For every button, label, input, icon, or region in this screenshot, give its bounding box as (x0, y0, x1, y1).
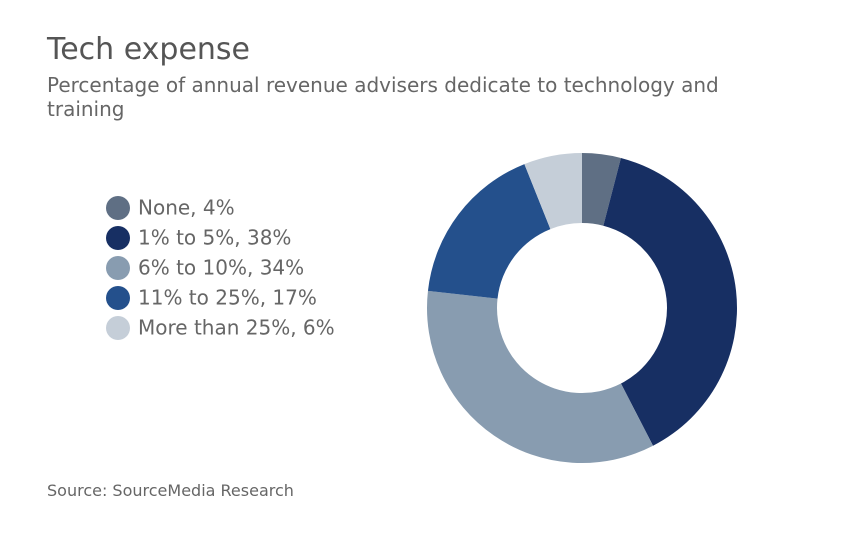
legend-marker (106, 226, 130, 250)
legend-label: 11% to 25%, 17% (138, 286, 317, 310)
donut-slice (582, 153, 621, 226)
donut-slice (427, 290, 654, 463)
legend-label: 1% to 5%, 38% (138, 226, 291, 250)
legend-marker (106, 256, 130, 280)
source-note: Source: SourceMedia Research (47, 481, 294, 500)
donut-slice (524, 153, 582, 230)
chart-subtitle: Percentage of annual revenue advisers de… (47, 73, 719, 121)
donut-slice (603, 157, 737, 446)
legend-label: More than 25%, 6% (138, 316, 335, 340)
legend-marker (106, 196, 130, 220)
donut-slice (427, 164, 551, 299)
legend-label: None, 4% (138, 196, 235, 220)
legend-marker (106, 316, 130, 340)
legend-label: 6% to 10%, 34% (138, 256, 304, 280)
legend-marker (106, 286, 130, 310)
chart-title: Tech expense (47, 32, 251, 67)
